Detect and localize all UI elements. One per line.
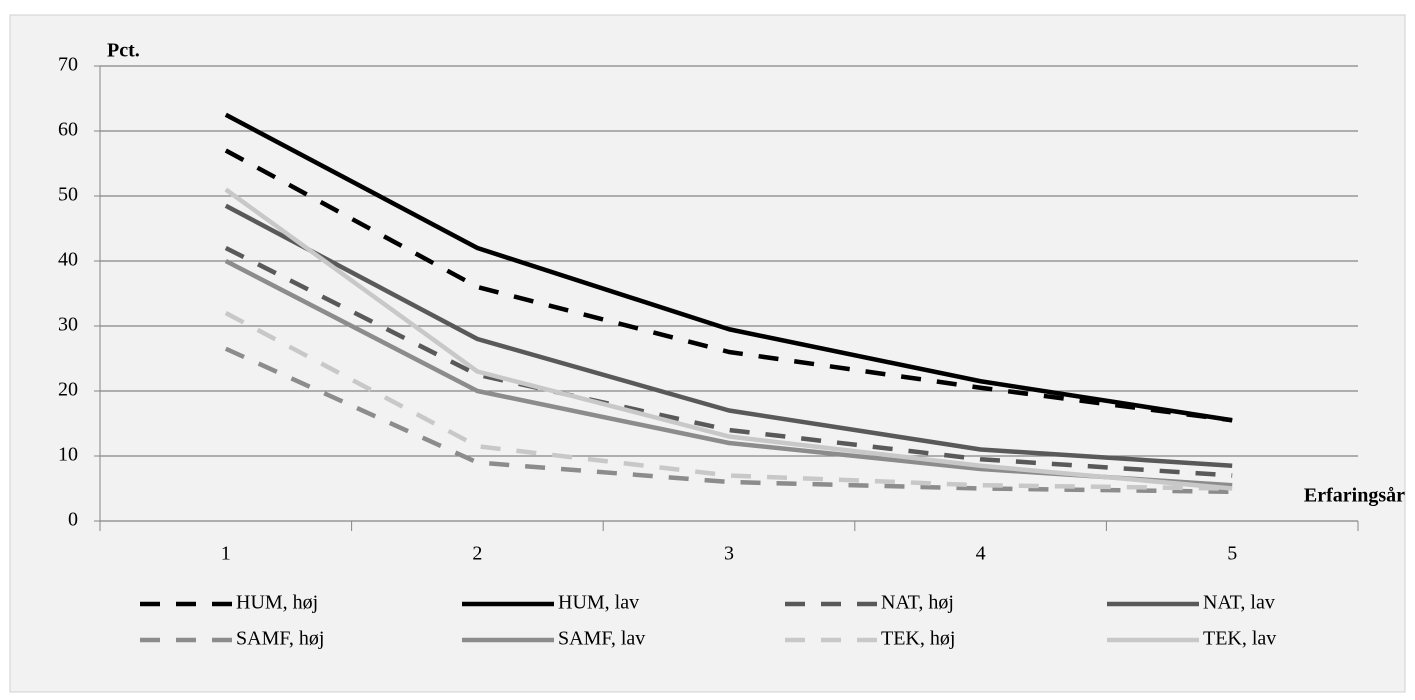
series-line: [224, 148, 1233, 423]
chart-panel: [9, 14, 1406, 693]
x-tick-label: 1: [221, 543, 231, 565]
y-tick-label: 40: [58, 249, 78, 271]
y-tick-label: 10: [58, 444, 78, 466]
legend-label: NAT, lav: [1203, 592, 1275, 614]
y-axis-label: Pct.: [107, 40, 140, 62]
y-tick-label: 20: [58, 379, 78, 401]
y-tick-label: 30: [58, 314, 78, 336]
legend-label: SAMF, høj: [236, 628, 324, 650]
x-tick-label: 4: [976, 543, 986, 565]
legend-label: NAT, høj: [881, 592, 954, 614]
y-tick-label: 60: [58, 119, 78, 141]
series-line: [224, 245, 1233, 478]
x-tick-label: 2: [472, 543, 482, 565]
y-tick-label: 0: [68, 509, 78, 531]
x-tick-label: 3: [724, 543, 734, 565]
y-tick-label: 70: [58, 54, 78, 76]
legend-label: SAMF, lav: [558, 628, 645, 650]
legend-label: TEK, høj: [881, 628, 955, 650]
series-line: [224, 203, 1233, 468]
legend-label: TEK, lav: [1203, 628, 1276, 650]
series-line: [224, 346, 1233, 494]
series-line: [224, 311, 1233, 491]
series-line: [224, 187, 1233, 491]
x-tick-label: 5: [1227, 543, 1237, 565]
x-axis-label: Erfaringsår: [1304, 485, 1405, 507]
y-tick-label: 50: [58, 184, 78, 206]
series-line: [224, 112, 1233, 423]
legend-label: HUM, høj: [236, 592, 318, 614]
legend-label: HUM, lav: [558, 592, 639, 614]
